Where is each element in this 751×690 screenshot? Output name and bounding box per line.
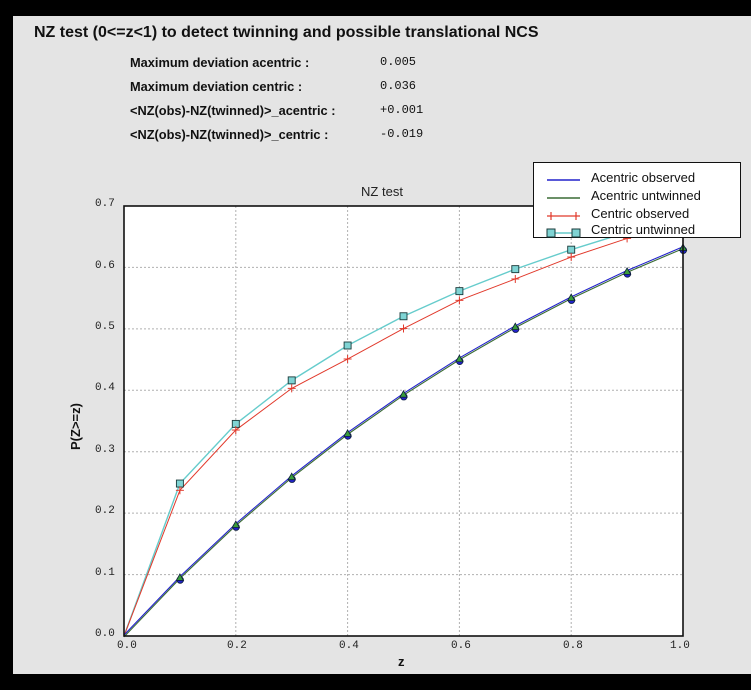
svg-text:NZ test: NZ test xyxy=(361,184,403,199)
